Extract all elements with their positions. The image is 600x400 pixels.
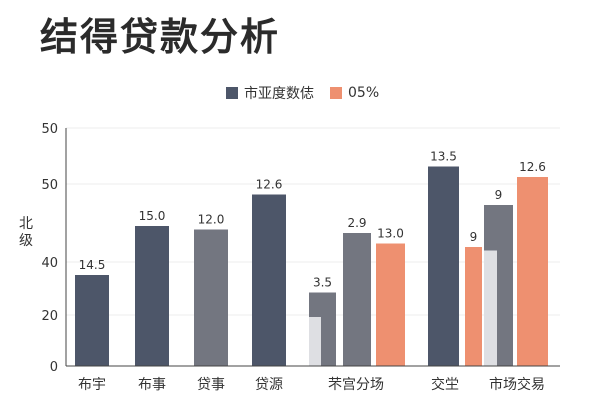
- bar-2: [194, 229, 228, 366]
- chart-title: 结得贷款分析: [40, 15, 281, 59]
- bar-value-label-4: 3.5: [313, 276, 332, 290]
- bar-8: [465, 247, 482, 366]
- legend-label-series-1: 市亚度数俧: [244, 86, 314, 102]
- bar-value-label-6: 13.0: [377, 227, 404, 241]
- x-tick-label-0: 布宇: [78, 377, 106, 393]
- legend-item-series-2: 05%: [330, 85, 379, 101]
- x-tick-label-3: 贷源: [255, 377, 283, 393]
- bar-5: [343, 233, 371, 366]
- chart-legend: 市亚度数俧 05%: [226, 84, 395, 102]
- y-tick-label-2: 40: [41, 256, 58, 271]
- x-tick-label-1: 布事: [138, 377, 166, 393]
- bar-value-label-2: 12.0: [198, 213, 225, 227]
- bar-value-label-0: 14.5: [79, 258, 106, 272]
- legend-label-series-2: 05%: [348, 85, 380, 101]
- bar-value-label-10: 12.6: [519, 160, 546, 174]
- bar-6: [376, 243, 405, 366]
- bar-value-label-1: 15.0: [139, 209, 166, 223]
- bar-3: [252, 194, 286, 366]
- bar-inner-9: [484, 250, 497, 366]
- bar-inner-4: [309, 317, 321, 366]
- bar-value-label-3: 12.6: [256, 178, 283, 192]
- legend-swatch-series-2: [330, 87, 342, 99]
- legend-item-series-1: 市亚度数俧: [226, 83, 314, 103]
- legend-swatch-series-1: [226, 87, 238, 99]
- bar-value-label-5: 2.9: [347, 216, 366, 230]
- x-tick-label-5: 交坣: [431, 376, 459, 393]
- x-tick-label-6: 市场交易: [489, 376, 545, 393]
- bar-value-label-9: 9: [495, 188, 503, 202]
- bar-value-label-7: 13.5: [430, 150, 457, 164]
- y-tick-label-4: 50: [41, 122, 58, 137]
- x-tick-label-2: 贷事: [197, 377, 225, 393]
- y-axis-label-char-1: 级: [19, 233, 33, 249]
- bar-1: [135, 226, 169, 366]
- x-tick-label-4: 芣宫分场: [328, 377, 384, 393]
- bar-value-label-8: 9: [470, 230, 478, 244]
- y-axis-label-char-0: 北: [19, 216, 33, 232]
- y-tick-label-3: 50: [41, 178, 58, 193]
- bar-0: [75, 275, 109, 366]
- bar-7: [428, 166, 459, 366]
- y-tick-label-0: 0: [50, 360, 58, 375]
- bar-10: [517, 177, 548, 366]
- y-tick-label-1: 20: [41, 309, 58, 324]
